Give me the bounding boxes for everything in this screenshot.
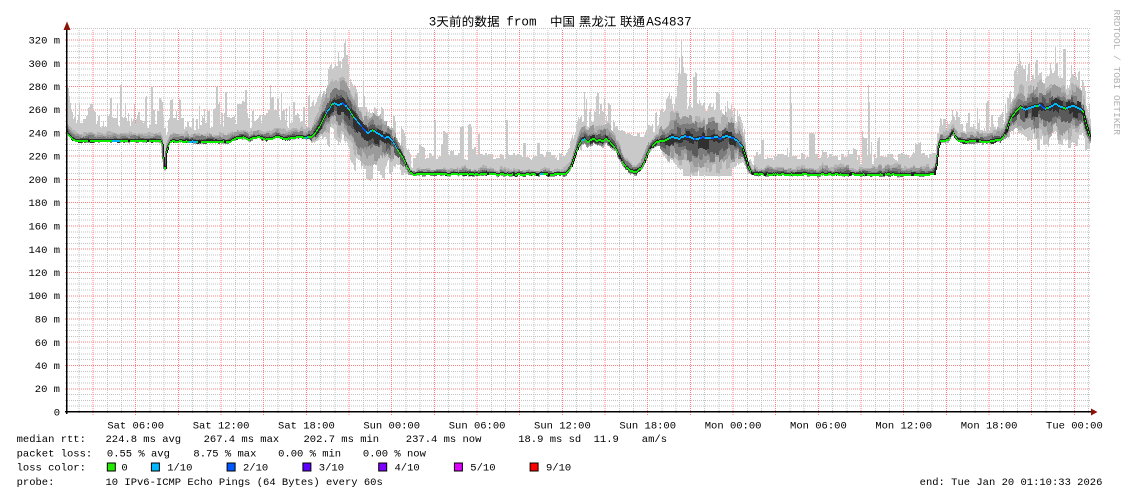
svg-text:am/s: am/s: [642, 434, 667, 446]
svg-text:11.9: 11.9: [594, 434, 619, 446]
svg-text:Sun 12:00: Sun 12:00: [534, 421, 591, 433]
svg-text:3: 3: [429, 16, 437, 30]
svg-text:18.9 ms sd: 18.9 ms sd: [518, 434, 581, 446]
svg-text:320 m: 320 m: [28, 36, 60, 48]
svg-text:Sat 12:00: Sat 12:00: [193, 421, 250, 433]
svg-text:20 m: 20 m: [35, 384, 60, 396]
svg-text:0.00 % min: 0.00 % min: [278, 448, 341, 460]
svg-text:end: Tue Jan 20 01:10:33 2026: end: Tue Jan 20 01:10:33 2026: [920, 477, 1103, 489]
svg-text:220 m: 220 m: [28, 152, 60, 164]
svg-text:4/10: 4/10: [395, 463, 420, 475]
svg-text:9/10: 9/10: [546, 463, 571, 475]
svg-text:80 m: 80 m: [35, 315, 60, 327]
svg-text:0: 0: [121, 463, 127, 475]
svg-text:AS4837: AS4837: [646, 16, 691, 30]
svg-text:median rtt:: median rtt:: [17, 434, 86, 446]
svg-text:loss color:: loss color:: [17, 463, 86, 475]
svg-text:0: 0: [54, 408, 60, 420]
svg-text:probe:: probe:: [17, 477, 55, 489]
svg-text:280 m: 280 m: [28, 82, 60, 94]
svg-text:0.00 % now: 0.00 % now: [363, 448, 427, 460]
svg-text:240 m: 240 m: [28, 129, 60, 141]
svg-text:260 m: 260 m: [28, 105, 60, 117]
svg-text:Sun 00:00: Sun 00:00: [363, 421, 420, 433]
svg-text:60 m: 60 m: [35, 338, 60, 350]
svg-text:Sun 18:00: Sun 18:00: [619, 421, 676, 433]
svg-text:Sat 18:00: Sat 18:00: [278, 421, 335, 433]
svg-text:200 m: 200 m: [28, 175, 60, 187]
svg-text:120 m: 120 m: [28, 268, 60, 280]
svg-text:Sat 06:00: Sat 06:00: [107, 421, 164, 433]
svg-text:5/10: 5/10: [470, 463, 495, 475]
svg-text:Tue 00:00: Tue 00:00: [1046, 421, 1103, 433]
svg-text:267.4 ms max: 267.4 ms max: [204, 434, 280, 446]
svg-text:Mon 18:00: Mon 18:00: [961, 421, 1018, 433]
svg-text:160 m: 160 m: [28, 222, 60, 234]
svg-text:Mon 00:00: Mon 00:00: [705, 421, 762, 433]
svg-text:202.7 ms min: 202.7 ms min: [304, 434, 380, 446]
svg-text:140 m: 140 m: [28, 245, 60, 257]
svg-text:from: from: [506, 16, 536, 30]
svg-text:8.75 % max: 8.75 % max: [193, 448, 256, 460]
svg-text:Mon 06:00: Mon 06:00: [790, 421, 847, 433]
svg-text:RRDTOOL / TOBI OETIKER: RRDTOOL / TOBI OETIKER: [1111, 10, 1121, 136]
svg-text:224.8 ms avg: 224.8 ms avg: [106, 434, 182, 446]
svg-text:180 m: 180 m: [28, 198, 60, 210]
svg-text:237.4 ms now: 237.4 ms now: [406, 434, 482, 446]
svg-text:100 m: 100 m: [28, 291, 60, 303]
svg-text:packet loss:: packet loss:: [17, 448, 93, 460]
svg-text:40 m: 40 m: [35, 361, 60, 373]
svg-text:10 IPv6-ICMP Echo Pings (64 By: 10 IPv6-ICMP Echo Pings (64 Bytes) every…: [106, 477, 383, 489]
svg-text:0.55 % avg: 0.55 % avg: [107, 448, 170, 460]
svg-text:1/10: 1/10: [167, 463, 192, 475]
svg-text:Sun 06:00: Sun 06:00: [449, 421, 506, 433]
svg-text:2/10: 2/10: [243, 463, 268, 475]
svg-text:3/10: 3/10: [319, 463, 344, 475]
svg-text:300 m: 300 m: [28, 59, 60, 71]
svg-text:Mon 12:00: Mon 12:00: [875, 421, 932, 433]
